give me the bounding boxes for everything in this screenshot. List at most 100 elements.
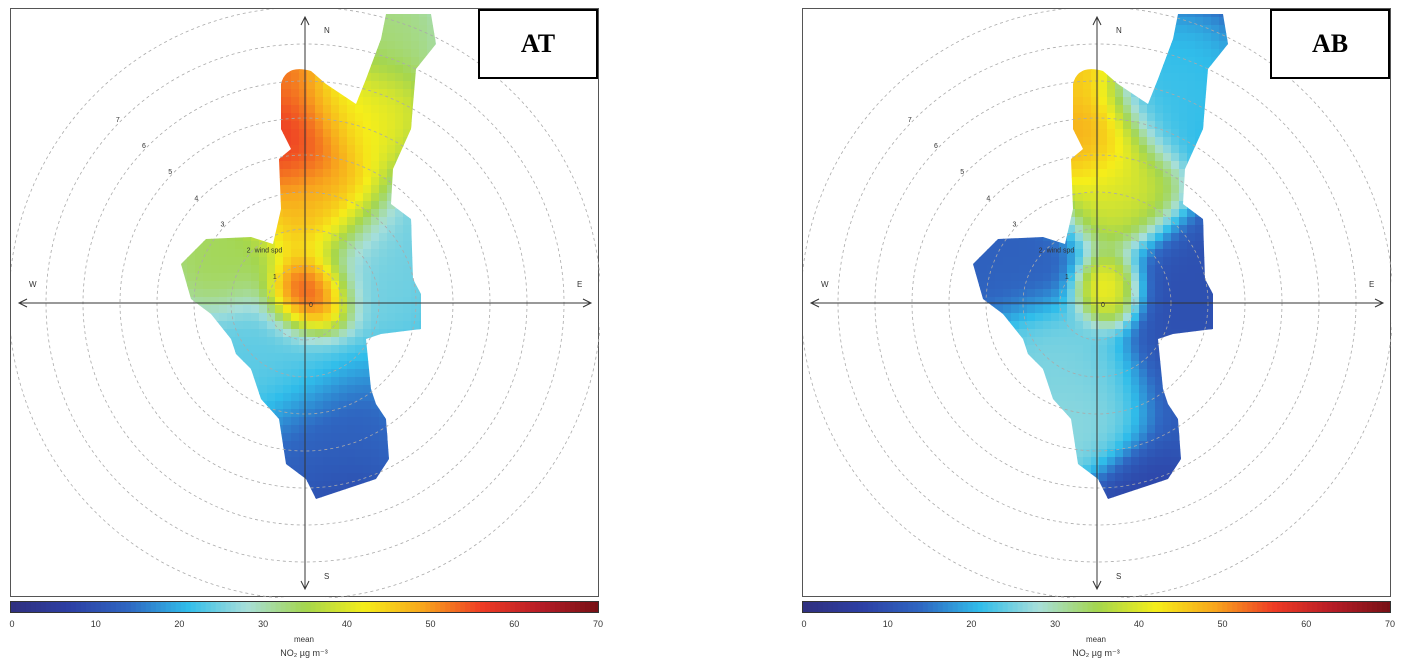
field-cell [387, 441, 396, 450]
field-cell [587, 393, 596, 402]
field-cell [315, 73, 324, 82]
field-cell [203, 489, 212, 498]
field-cell [99, 369, 108, 378]
field-cell [131, 289, 140, 298]
field-cell [27, 193, 36, 202]
field-cell [181, 129, 188, 138]
field-cell [499, 153, 508, 162]
field-cell [443, 265, 452, 274]
field-cell [35, 321, 44, 330]
field-cell [227, 521, 236, 530]
field-cell [259, 425, 268, 434]
field-cell [43, 113, 52, 122]
field-cell [131, 329, 140, 338]
field-cell [251, 273, 260, 282]
field-cell [147, 425, 156, 434]
field-cell [515, 201, 524, 210]
field-cell [443, 521, 452, 530]
field-cell [491, 225, 500, 234]
field-cell [115, 305, 124, 314]
field-cell [491, 449, 500, 458]
field-cell [483, 337, 492, 346]
field-cell [531, 105, 540, 114]
field-cell [67, 153, 76, 162]
field-cell [51, 385, 60, 394]
field-cell [451, 273, 460, 282]
field-cell [587, 353, 596, 362]
field-cell [35, 217, 44, 226]
field-cell [51, 121, 60, 130]
field-cell [19, 25, 28, 34]
field-cell [91, 385, 100, 394]
field-cell [579, 497, 588, 506]
field-cell [307, 113, 316, 122]
field-cell [459, 345, 468, 354]
field-cell [435, 385, 436, 394]
field-cell [419, 297, 428, 306]
field-cell [107, 41, 116, 50]
field-cell [251, 369, 260, 378]
field-cell [499, 449, 508, 458]
field-cell [563, 129, 572, 138]
field-cell [315, 161, 324, 170]
field-cell [395, 441, 404, 450]
field-cell [507, 249, 516, 258]
field-cell [83, 233, 92, 242]
field-cell [371, 89, 380, 98]
field-cell [403, 385, 412, 394]
field-cell [395, 113, 404, 122]
field-cell [315, 193, 324, 202]
field-cell [227, 105, 236, 114]
field-cell [475, 529, 484, 538]
field-cell [123, 177, 132, 186]
field-cell [291, 49, 300, 58]
field-cell [555, 265, 564, 274]
field-cell [323, 409, 332, 418]
field-cell [131, 137, 140, 146]
field-cell [435, 505, 444, 514]
field-cell [203, 361, 212, 370]
field-cell [211, 129, 220, 138]
field-cell [435, 185, 436, 194]
field-cell [147, 57, 156, 66]
field-cell [451, 361, 460, 370]
field-cell [427, 321, 436, 330]
field-cell [323, 361, 332, 370]
field-cell [75, 25, 84, 34]
field-cell [155, 369, 164, 378]
field-cell [395, 49, 404, 58]
field-cell [363, 177, 372, 186]
field-cell [227, 273, 236, 282]
field-cell [419, 97, 428, 106]
field-cell [51, 161, 60, 170]
field-cell [251, 521, 260, 530]
field-cell [427, 145, 436, 154]
field-cell [59, 201, 68, 210]
field-cell [443, 385, 452, 394]
field-cell [467, 73, 476, 82]
field-cell [243, 425, 252, 434]
field-cell [307, 361, 316, 370]
field-cell [331, 353, 340, 362]
field-cell [595, 121, 600, 130]
field-cell [51, 137, 60, 146]
field-cell [443, 161, 452, 170]
field-cell [251, 233, 260, 242]
field-cell [283, 353, 292, 362]
field-cell [75, 345, 84, 354]
field-cell [75, 537, 84, 546]
field-cell [259, 193, 268, 202]
field-cell [539, 297, 548, 306]
field-cell [531, 169, 540, 178]
field-cell [171, 433, 180, 442]
field-cell [35, 377, 44, 386]
field-cell [315, 489, 324, 498]
field-cell [291, 481, 300, 490]
field-cell [363, 401, 372, 410]
field-cell [99, 241, 108, 250]
field-cell [43, 409, 52, 418]
field-cell [491, 433, 500, 442]
field-cell [115, 161, 124, 170]
field-cell [107, 529, 116, 538]
